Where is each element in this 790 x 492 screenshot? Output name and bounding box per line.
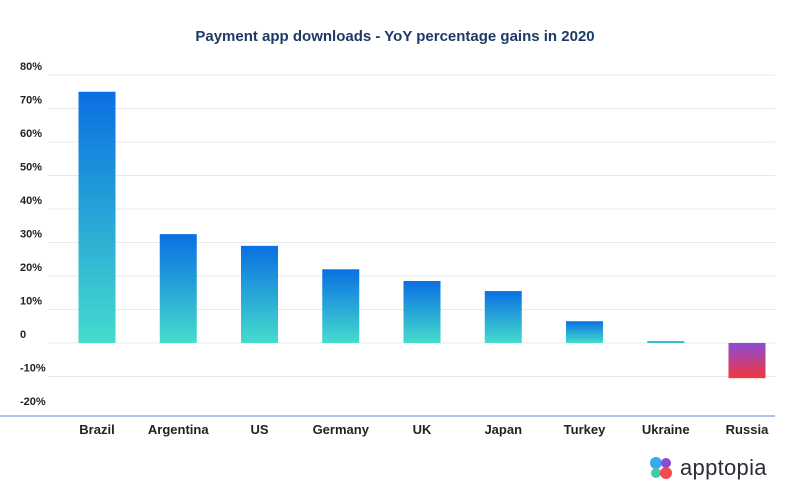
x-tick-label: Ukraine (642, 422, 690, 437)
chart-title: Payment app downloads - YoY percentage g… (195, 28, 595, 45)
bar-germany (322, 269, 360, 343)
y-tick-label: 30% (20, 229, 42, 241)
y-tick-label: 20% (20, 262, 42, 274)
y-tick-label: -10% (20, 363, 46, 375)
x-axis-ticks: Brazil Argentina US Germany UK Japan Turkey Ukr… (79, 422, 769, 437)
bar-russia (728, 343, 766, 379)
y-tick-label: 70% (20, 95, 42, 107)
y-axis-ticks: 80% 70% 60% 50% 40% 30% 20% 10% 0 -10% -20% (20, 61, 46, 408)
bar-turkey (566, 321, 603, 343)
x-tick-label: Germany (313, 422, 370, 437)
bars (78, 91, 766, 379)
apptopia-logo-icon (650, 457, 672, 479)
bar-uk (403, 281, 441, 343)
x-tick-label: US (250, 422, 268, 437)
x-tick-label: Brazil (79, 422, 114, 437)
bar-japan (484, 291, 522, 343)
x-tick-label: Argentina (148, 422, 209, 437)
y-tick-label: 0 (20, 329, 26, 341)
x-tick-label: UK (413, 422, 432, 437)
y-tick-label: -20% (20, 396, 46, 408)
x-tick-label: Turkey (564, 422, 606, 437)
brand-name: apptopia (680, 455, 767, 480)
apptopia-brand: apptopia (648, 454, 767, 482)
x-tick-label: Russia (726, 422, 769, 437)
y-tick-label: 40% (20, 195, 42, 207)
y-tick-label: 60% (20, 128, 42, 140)
bar-ukraine (647, 341, 685, 343)
bar-argentina (159, 234, 197, 343)
bar-brazil (78, 91, 116, 343)
bar-us (241, 245, 278, 343)
x-tick-label: Japan (484, 422, 522, 437)
y-tick-label: 80% (20, 61, 42, 73)
y-tick-label: 10% (20, 296, 42, 308)
y-tick-label: 50% (20, 162, 42, 174)
gridlines (0, 74, 775, 417)
